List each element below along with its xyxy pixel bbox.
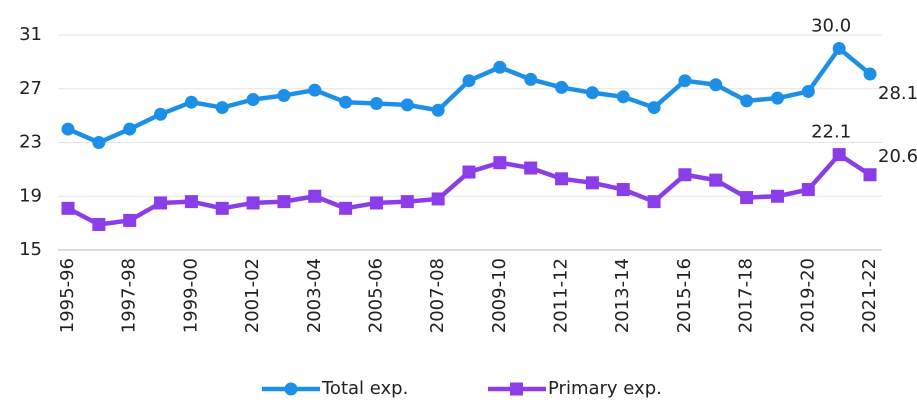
data-point	[832, 41, 846, 55]
legend-label: Total exp.	[321, 378, 408, 399]
data-point	[832, 148, 846, 162]
legend-marker	[284, 382, 298, 396]
data-point	[616, 183, 630, 197]
data-point	[770, 189, 784, 203]
data-point	[801, 84, 815, 98]
data-point	[493, 60, 507, 74]
data-point	[369, 196, 383, 210]
data-point	[555, 172, 569, 186]
data-point	[154, 196, 168, 210]
data-label: 20.6	[878, 146, 917, 167]
data-point	[92, 217, 106, 231]
data-point	[277, 195, 291, 209]
data-point	[246, 196, 260, 210]
x-tick-label: 2011-12	[551, 258, 572, 333]
data-point	[215, 101, 229, 115]
x-tick-label: 2013-14	[612, 258, 633, 333]
data-point	[339, 95, 353, 109]
data-point	[400, 195, 414, 209]
data-point	[369, 97, 383, 111]
data-point	[709, 78, 723, 92]
y-tick-label: 19	[19, 185, 42, 206]
data-point	[308, 83, 322, 97]
y-tick-label: 23	[19, 132, 42, 153]
data-point	[215, 201, 229, 215]
data-point	[555, 80, 569, 94]
x-tick-label: 2005-06	[365, 258, 386, 333]
data-point	[92, 136, 106, 149]
data-point	[740, 191, 754, 205]
data-point	[123, 213, 137, 227]
legend-marker	[510, 382, 523, 396]
data-point	[770, 91, 784, 105]
data-label: 22.1	[811, 122, 851, 143]
data-point	[462, 165, 476, 179]
data-point	[277, 88, 291, 102]
data-point	[462, 74, 476, 88]
data-point	[61, 201, 75, 215]
data-point	[246, 93, 260, 106]
x-tick-label: 2015-16	[674, 258, 695, 333]
data-point	[431, 103, 445, 117]
x-tick-label: 2007-08	[427, 258, 448, 333]
data-point	[184, 195, 198, 209]
data-point	[339, 201, 353, 215]
x-tick-label: 2001-02	[242, 258, 263, 333]
data-point	[647, 195, 661, 209]
x-tick-label: 2003-04	[304, 258, 325, 333]
data-point	[709, 173, 723, 187]
x-tick-label: 2009-10	[489, 258, 510, 333]
data-point	[524, 161, 538, 175]
y-tick-label: 31	[19, 24, 42, 45]
data-point	[863, 67, 877, 81]
data-point	[61, 122, 75, 136]
data-point	[678, 168, 692, 182]
data-point	[524, 72, 538, 86]
data-point	[493, 156, 507, 170]
data-point	[400, 98, 414, 112]
data-label: 28.1	[878, 83, 917, 104]
x-tick-label: 2021-22	[859, 258, 880, 333]
series-line	[66, 152, 872, 227]
x-tick-label: 2017-18	[736, 258, 757, 333]
x-tick-label: 2019-20	[797, 258, 818, 333]
data-point	[863, 168, 877, 182]
y-tick-label: 15	[19, 239, 42, 260]
data-point	[184, 95, 198, 109]
x-tick-label: 1997-98	[119, 258, 140, 333]
data-point	[123, 122, 137, 136]
data-point	[308, 189, 322, 203]
data-point	[431, 192, 445, 206]
data-point	[585, 176, 599, 190]
data-label: 30.0	[811, 15, 851, 36]
y-tick-label: 27	[19, 78, 42, 99]
data-point	[740, 94, 754, 108]
data-point	[801, 183, 815, 197]
x-tick-label: 1995-96	[57, 258, 78, 333]
data-point	[585, 86, 599, 100]
x-tick-label: 1999-00	[180, 258, 201, 333]
data-point	[154, 107, 168, 121]
data-point	[647, 101, 661, 115]
data-point	[616, 90, 630, 104]
legend-label: Primary exp.	[548, 378, 662, 399]
data-point	[678, 74, 692, 88]
